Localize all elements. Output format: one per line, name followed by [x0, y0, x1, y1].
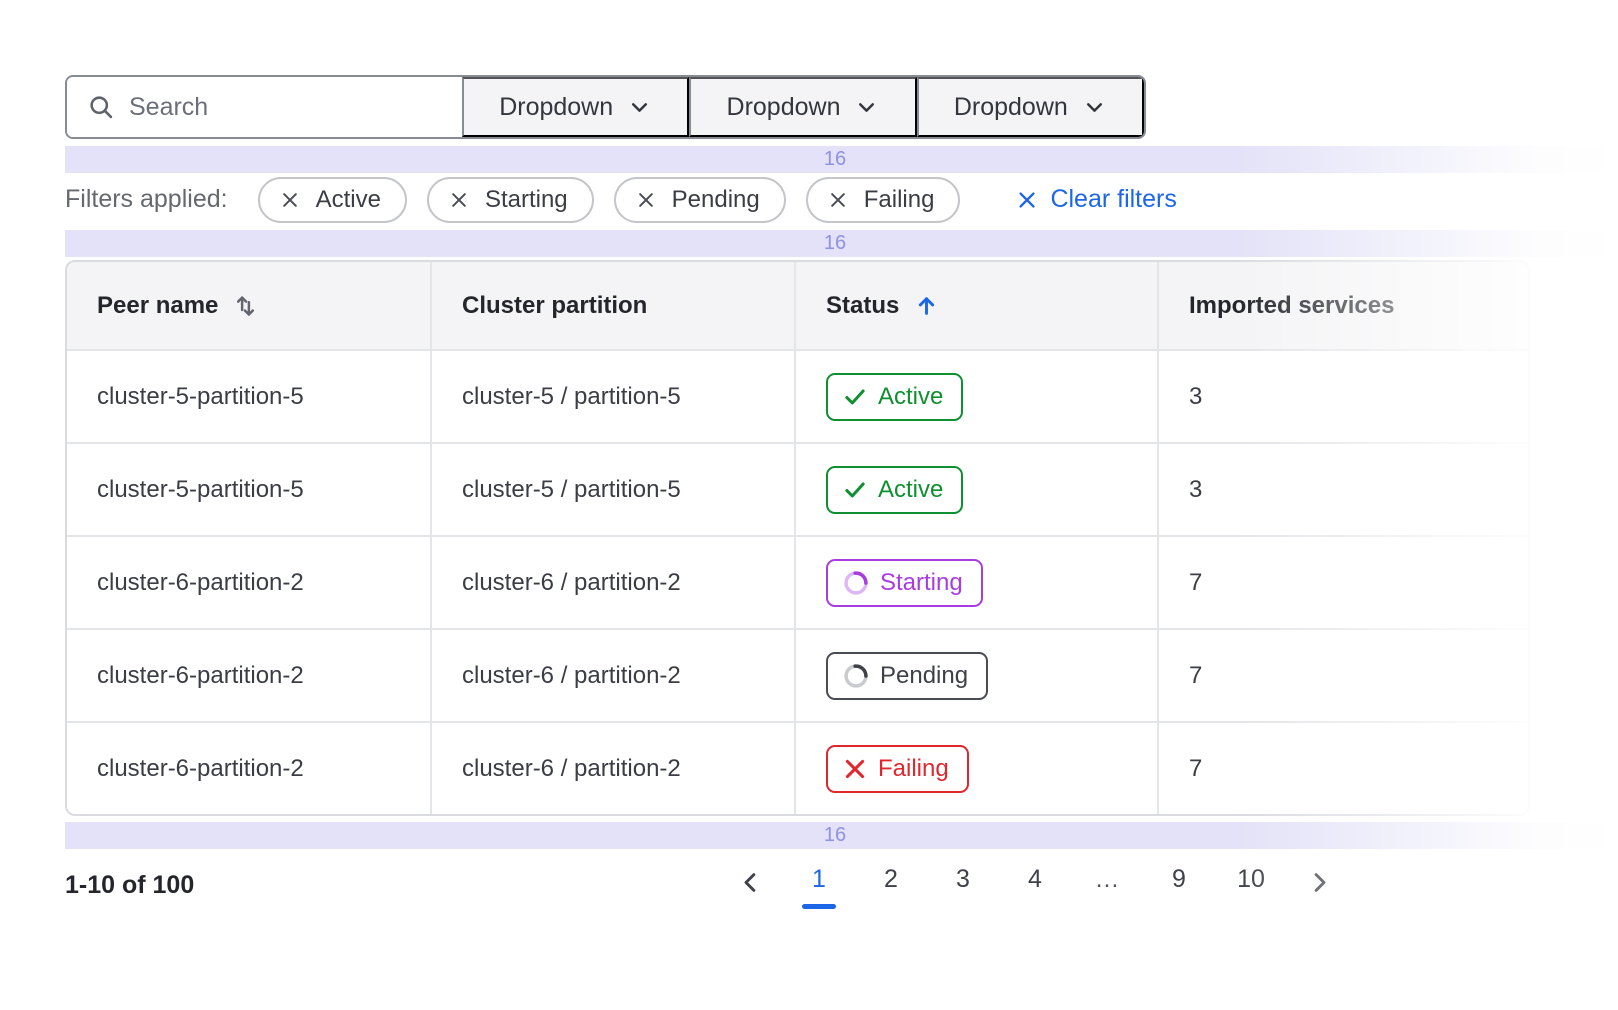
cell-cluster-partition: cluster-5 / partition-5	[430, 351, 794, 442]
table-row: cluster-6-partition-2 cluster-6 / partit…	[67, 535, 1528, 628]
column-header-status[interactable]: Status	[794, 262, 1157, 349]
cell-status: Failing	[794, 723, 1157, 814]
current-page-underline	[802, 904, 836, 909]
table-row: cluster-5-partition-5 cluster-5 / partit…	[67, 349, 1528, 442]
column-header-cluster-partition: Cluster partition	[430, 262, 794, 349]
check-icon	[842, 384, 868, 410]
dropdown-button[interactable]: Dropdown	[689, 77, 917, 137]
check-icon	[842, 477, 868, 503]
chevron-left-icon	[744, 873, 756, 892]
cell-status: Pending	[794, 630, 1157, 721]
cell-peer-name: cluster-5-partition-5	[97, 475, 304, 503]
cell-status: Starting	[794, 537, 1157, 628]
search-input[interactable]	[129, 92, 442, 122]
spacing-marker: 16	[65, 822, 1605, 849]
cell-peer-name: cluster-5-partition-5	[97, 382, 304, 410]
pagination: 1-10 of 100 1 2 3 4 … 9 10	[65, 865, 1618, 927]
spacing-marker: 16	[65, 146, 1605, 173]
chevron-down-icon	[1086, 102, 1102, 112]
status-badge: Pending	[826, 651, 989, 700]
loading-spinner-icon	[842, 662, 870, 690]
previous-page-button[interactable]	[737, 865, 764, 896]
cell-cluster-partition: cluster-6 / partition-2	[430, 723, 794, 814]
filter-chip-pending[interactable]: Pending	[613, 176, 786, 223]
x-icon	[842, 756, 868, 782]
status-badge: Active	[826, 372, 964, 421]
page-list: 1 2 3 4 … 9 10	[802, 865, 1268, 909]
cell-imported-services: 3	[1157, 444, 1528, 535]
pagination-page-4[interactable]: 4	[1018, 865, 1052, 909]
dropdown-group: Dropdown Dropdown Dropdown	[462, 77, 1144, 137]
current-page-underline	[874, 904, 908, 909]
cell-status: Active	[794, 444, 1157, 535]
next-page-button[interactable]	[1306, 865, 1333, 896]
pagination-page-2[interactable]: 2	[874, 865, 908, 909]
cell-cluster-partition: cluster-6 / partition-2	[430, 630, 794, 721]
sort-unsorted-icon	[237, 296, 255, 316]
filter-chip-starting[interactable]: Starting	[426, 176, 594, 223]
cell-imported-services: 7	[1157, 723, 1528, 814]
filter-chip-failing[interactable]: Failing	[805, 176, 961, 223]
search-icon	[90, 96, 113, 119]
current-page-underline	[946, 904, 980, 909]
cell-peer-name: cluster-6-partition-2	[97, 754, 304, 782]
pagination-page-3[interactable]: 3	[946, 865, 980, 909]
filters-row: Filters applied: Active Starting Pending…	[65, 176, 1618, 223]
spacing-marker-label: 16	[823, 232, 847, 254]
status-badge: Failing	[826, 744, 969, 793]
filters-applied-label: Filters applied:	[65, 185, 228, 213]
filter-toolbar: Dropdown Dropdown Dropdown	[65, 75, 1146, 139]
chevron-down-icon	[632, 102, 648, 112]
chip-remove-icon[interactable]	[449, 190, 469, 210]
current-page-underline	[1162, 904, 1196, 909]
cell-status: Active	[794, 351, 1157, 442]
pagination-info: 1-10 of 100	[65, 871, 195, 899]
loading-spinner-icon	[842, 569, 870, 597]
peers-table: Peer name Cluster partition Status	[65, 260, 1530, 816]
table-row: cluster-6-partition-2 cluster-6 / partit…	[67, 721, 1528, 814]
pagination-page-9[interactable]: 9	[1162, 865, 1196, 909]
status-badge: Starting	[826, 558, 983, 607]
chip-remove-icon[interactable]	[636, 190, 656, 210]
cell-imported-services: 7	[1157, 630, 1528, 721]
current-page-underline	[1018, 904, 1052, 909]
sort-ascending-icon	[919, 297, 935, 315]
pagination-nav: 1 2 3 4 … 9 10	[737, 865, 1333, 909]
current-page-underline	[1090, 904, 1124, 909]
cell-imported-services: 3	[1157, 351, 1528, 442]
search-field[interactable]	[67, 77, 462, 137]
column-header-imported-services: Imported services	[1157, 262, 1528, 349]
spacing-marker-label: 16	[823, 148, 847, 170]
spacing-marker: 16	[65, 230, 1605, 257]
table-row: cluster-5-partition-5 cluster-5 / partit…	[67, 442, 1528, 535]
clear-filters-label: Clear filters	[1050, 185, 1177, 213]
chip-remove-icon[interactable]	[828, 190, 848, 210]
filter-chip-active[interactable]: Active	[257, 176, 407, 223]
status-badge: Active	[826, 465, 964, 514]
current-page-underline	[1234, 904, 1268, 909]
column-header-peer-name[interactable]: Peer name	[67, 262, 430, 349]
cell-cluster-partition: cluster-6 / partition-2	[430, 537, 794, 628]
spacing-marker-label: 16	[823, 824, 847, 846]
pagination-page-10[interactable]: 10	[1234, 865, 1268, 909]
cell-peer-name: cluster-6-partition-2	[97, 568, 304, 596]
table-row: cluster-6-partition-2 cluster-6 / partit…	[67, 628, 1528, 721]
clear-filters-x-icon	[1019, 191, 1036, 208]
pagination-page-1[interactable]: 1	[802, 865, 836, 909]
dropdown-button[interactable]: Dropdown	[462, 77, 690, 137]
table-body: cluster-5-partition-5 cluster-5 / partit…	[67, 349, 1528, 814]
cell-cluster-partition: cluster-5 / partition-5	[430, 444, 794, 535]
chip-remove-icon[interactable]	[280, 190, 300, 210]
pagination-ellipsis: …	[1090, 865, 1124, 909]
chevron-down-icon	[859, 102, 875, 112]
chevron-right-icon	[1314, 873, 1326, 892]
dropdown-button[interactable]: Dropdown	[916, 77, 1144, 137]
chip-list: Active Starting Pending Failing	[257, 176, 961, 223]
cell-peer-name: cluster-6-partition-2	[97, 661, 304, 689]
cell-imported-services: 7	[1157, 537, 1528, 628]
table-header-row: Peer name Cluster partition Status	[67, 262, 1528, 349]
clear-filters-link[interactable]: Clear filters	[1016, 185, 1177, 214]
